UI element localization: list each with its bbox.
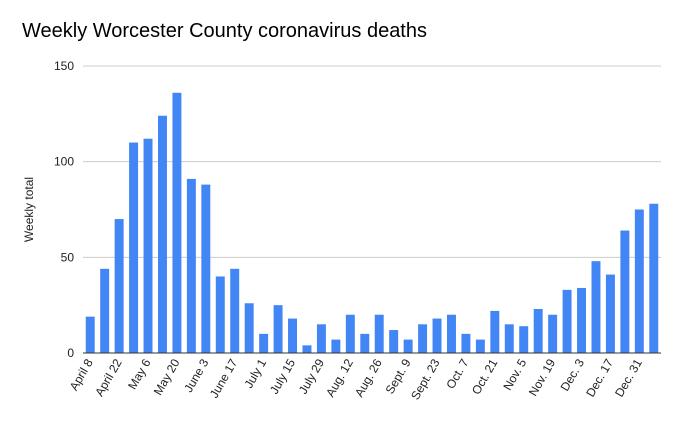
x-tick-label: Oct. 21 [469,356,501,397]
chart-title: Weekly Worcester County coronavirus deat… [22,20,427,42]
bar [548,314,558,353]
y-tick-label: 50 [61,250,75,264]
bar [85,316,95,353]
bar [519,326,529,353]
bar [620,230,630,353]
bar [157,115,167,353]
bar [186,178,196,353]
bar [374,314,384,353]
x-tick-label: Nov. 5 [500,356,529,393]
x-tick-label: April 8 [67,356,96,393]
bar [143,138,153,353]
x-tick-label: Aug. 26 [352,356,385,399]
bar [649,203,659,353]
bar [215,276,225,353]
x-tick-label: May 6 [125,356,154,392]
bar [259,333,269,353]
bar [461,333,471,353]
bar [490,310,500,353]
y-tick-label: 150 [54,59,74,73]
bar [331,339,341,353]
bar [345,314,355,353]
bar [533,308,543,353]
bar [360,333,370,353]
bar [244,303,254,353]
x-tick-label: May 20 [151,356,183,397]
bar [100,268,110,353]
bar [577,287,587,353]
bar [129,142,139,353]
x-tick-label: Dec. 31 [612,356,645,399]
bar [114,219,124,353]
x-tick-label: April 22 [92,356,125,399]
x-tick-label: Sept. 23 [408,356,443,402]
x-tick-label: Nov. 19 [526,356,559,398]
bar [605,274,615,353]
bar [504,324,514,353]
bar [230,268,240,353]
bar [273,305,283,353]
bar [591,261,601,353]
bar [201,184,211,353]
bar [446,314,456,353]
bar [403,339,413,353]
x-tick-label: July 29 [296,356,327,396]
x-tick-label: Sept. 9 [383,356,414,396]
y-tick-label: 0 [67,346,74,360]
y-tick-label: 100 [54,155,74,169]
bar [302,345,312,353]
bar [432,318,442,353]
x-tick-label: Dec. 3 [558,356,588,393]
x-tick-label: June 17 [207,356,241,400]
x-tick-label: June 3 [181,356,211,394]
bar [475,339,485,353]
bar [562,289,572,353]
bar [288,318,298,353]
x-tick-label: Oct. 7 [443,356,471,391]
bar [389,330,399,353]
bar [634,209,644,353]
x-tick-label: July 15 [267,356,298,396]
y-axis-label: Weekly total [22,177,36,242]
bar [316,324,326,353]
bar [172,92,182,353]
x-tick-label: July 1 [241,356,269,390]
bar [418,324,428,353]
